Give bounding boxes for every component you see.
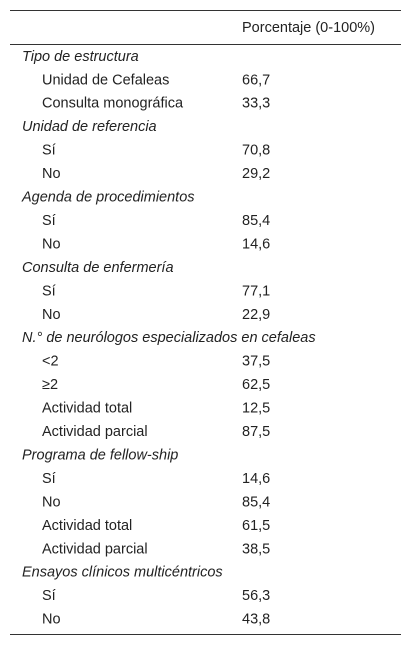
row-label: No [42, 166, 61, 182]
row-label: Sí [42, 213, 56, 229]
section-title: Consulta de enfermería [22, 260, 174, 276]
row-label: Actividad parcial [42, 541, 148, 557]
row-value: 87,5 [242, 424, 270, 440]
row-label: Actividad parcial [42, 424, 148, 440]
section-title: Programa de fellow-ship [22, 447, 178, 463]
row-label: Consulta monográfica [42, 96, 184, 112]
row-value: 12,5 [242, 401, 270, 417]
section-title: Unidad de referencia [22, 119, 157, 135]
row-value: 14,6 [242, 471, 270, 487]
row-value: 22,9 [242, 307, 270, 323]
row-label: No [42, 494, 61, 510]
row-value: 62,5 [242, 377, 270, 393]
row-value: 61,5 [242, 518, 270, 534]
row-value: 33,3 [242, 96, 270, 112]
row-label: <2 [42, 354, 59, 370]
row-value: 43,8 [242, 612, 270, 628]
section-title: Agenda de procedimientos [21, 190, 195, 206]
row-value: 38,5 [242, 541, 270, 557]
row-value: 77,1 [242, 283, 270, 299]
row-label: No [42, 612, 61, 628]
row-value: 14,6 [242, 236, 270, 252]
row-label: No [42, 236, 61, 252]
row-value: 85,4 [242, 494, 270, 510]
section-title: Tipo de estructura [22, 49, 139, 65]
row-value: 70,8 [242, 143, 270, 159]
row-label: Sí [42, 588, 56, 604]
row-value: 66,7 [242, 72, 270, 88]
row-value: 85,4 [242, 213, 270, 229]
row-label: Sí [42, 471, 56, 487]
row-label: Sí [42, 283, 56, 299]
section-title: N.° de neurólogos especializados en cefa… [22, 330, 316, 346]
row-value: 56,3 [242, 588, 270, 604]
row-value: 37,5 [242, 354, 270, 370]
row-label: Sí [42, 143, 56, 159]
column-header: Porcentaje (0-100%) [242, 20, 375, 36]
row-label: Unidad de Cefaleas [42, 72, 169, 88]
row-label: No [42, 307, 61, 323]
row-label: Actividad total [42, 518, 132, 534]
row-value: 29,2 [242, 166, 270, 182]
row-label: ≥2 [42, 377, 58, 393]
section-title: Ensayos clínicos multicéntricos [22, 565, 223, 581]
row-label: Actividad total [42, 401, 132, 417]
